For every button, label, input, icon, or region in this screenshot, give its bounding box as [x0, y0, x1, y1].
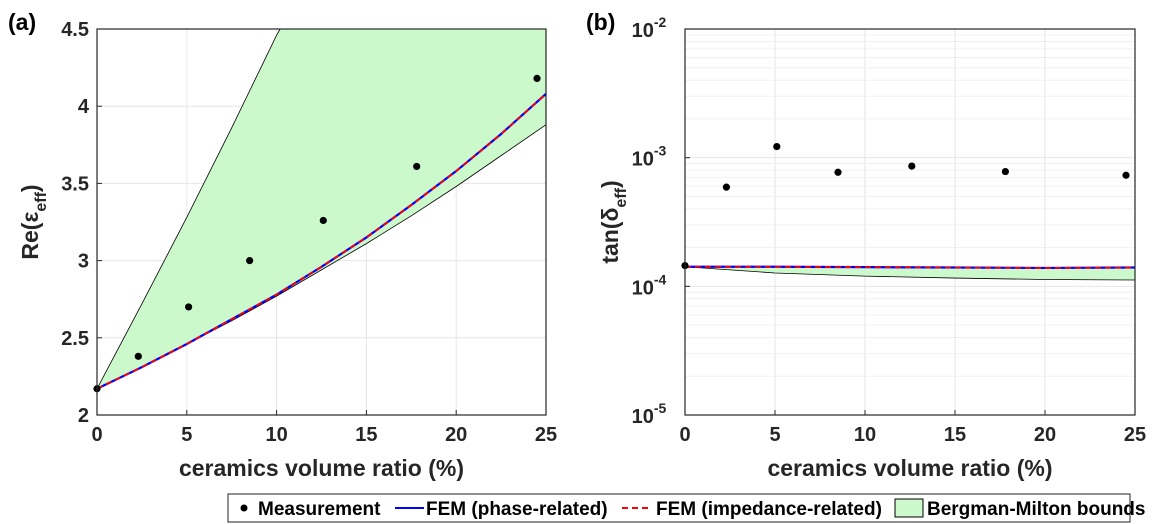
panel-a-xtick-label-1: 5 — [181, 424, 192, 446]
panel-b-ytick-label-2: 10-3 — [632, 143, 667, 171]
panel-b-xlabel: ceramics volume ratio (%) — [767, 455, 1052, 481]
panel-a-measurement-point-2 — [184, 303, 193, 311]
panel-b-measurement-point-6 — [1122, 171, 1130, 179]
panel-a-measurement-point-1 — [134, 352, 142, 360]
panel-b-ytick-label-3: 10-2 — [632, 14, 667, 42]
panel-b-fem-impedance-line — [685, 265, 1136, 269]
panel-a-xtick-label-3: 15 — [355, 424, 377, 446]
panel-b-xtick-label-1: 5 — [769, 424, 780, 446]
panel-b-label: (b) — [586, 9, 615, 35]
legend-bounds-label: Bergman-Milton bounds — [927, 499, 1145, 520]
panel-b-xtick-label-4: 20 — [1034, 424, 1056, 446]
panel-b-xticks: 0 5 10 15 20 25 — [679, 410, 1146, 446]
panel-b-grid — [684, 28, 1136, 416]
legend-measurement-label: Measurement — [258, 499, 381, 520]
panel-a-xlabel: ceramics volume ratio (%) — [179, 455, 464, 481]
panel-b-bounds-lower-edge — [684, 266, 1136, 281]
panel-b-points — [681, 142, 1130, 270]
panel-a-xticks: 0 5 10 15 20 25 — [91, 410, 557, 446]
panel-b-xtick-label-5: 25 — [1124, 424, 1146, 446]
panel-b-ytick-label-0: 10-5 — [632, 400, 667, 428]
panel-b-yticks: 10-5 10-4 10-3 10-2 — [632, 14, 690, 428]
panel-a-ylabel: Re(εeff) — [17, 184, 50, 259]
panel-b-measurement-point-5 — [1001, 167, 1010, 176]
panel-a-xtick-label-5: 25 — [535, 424, 557, 446]
panel-b-ylabel: tan(δeff) — [597, 180, 630, 263]
legend-fem-phase-label: FEM (phase-related) — [426, 499, 608, 520]
panel-b-ytick-label-1: 10-4 — [632, 271, 667, 299]
panel-a-ytick-label-3: 3.5 — [61, 173, 89, 195]
panel-b: (b) 0 5 10 15 20 25 10-5 10-4 10-3 10-2 ceramics… — [586, 9, 1146, 481]
panel-b-xtick-label-2: 10 — [854, 424, 876, 446]
panel-b-measurement-point-2 — [773, 142, 781, 151]
panel-a-ytick-label-2: 3 — [78, 251, 89, 273]
panel-a-fem-impedance-line — [96, 93, 547, 390]
panel-a-axes-box — [96, 28, 547, 416]
panel-a-lines — [96, 93, 547, 390]
panel-b-xtick-label-0: 0 — [679, 424, 690, 446]
panel-a-measurement-point-3 — [246, 257, 254, 265]
panel-a-label: (a) — [8, 9, 36, 35]
legend-measurement-marker — [240, 504, 248, 512]
panel-b-measurement-point-4 — [908, 162, 916, 170]
panel-a-bounds-area — [97, 29, 546, 389]
legend: Measurement FEM (phase-related) FEM (imp… — [227, 493, 1145, 523]
panel-b-bounds-area — [685, 266, 1135, 281]
panel-a-ytick-label-5: 4.5 — [61, 19, 89, 41]
panel-a-xtick-label-4: 20 — [445, 424, 467, 446]
legend-box — [227, 493, 1131, 523]
panel-b-measurement-point-3 — [834, 168, 842, 176]
panel-b-xtick-label-3: 15 — [944, 424, 966, 446]
panel-b-lines — [685, 265, 1136, 270]
panel-a-ytick-label-4: 4 — [78, 96, 90, 118]
panel-a-bounds — [96, 28, 547, 390]
panel-a-measurement-point-6 — [533, 74, 541, 83]
panel-a: (a) 0 5 10 15 20 25 2 2.5 3 3.5 4 4.5 ceramics vol… — [8, 9, 557, 481]
panel-a-measurement-point-4 — [319, 216, 327, 225]
panel-a-xtick-label-2: 10 — [265, 424, 287, 446]
panel-a-xtick-label-0: 0 — [91, 424, 102, 446]
panel-a-yticks: 2 2.5 3 3.5 4 4.5 — [61, 19, 102, 427]
panel-b-axes-box — [684, 28, 1136, 416]
legend-fem-impedance-label: FEM (impedance-related) — [656, 499, 882, 520]
legend-bounds-swatch — [894, 498, 924, 518]
panel-a-ytick-label-0: 2 — [78, 405, 89, 427]
panel-a-measurement-point-5 — [413, 162, 421, 171]
panel-a-ytick-label-1: 2.5 — [61, 328, 89, 350]
panel-a-points — [93, 74, 541, 393]
panel-b-measurement-point-1 — [722, 183, 731, 191]
